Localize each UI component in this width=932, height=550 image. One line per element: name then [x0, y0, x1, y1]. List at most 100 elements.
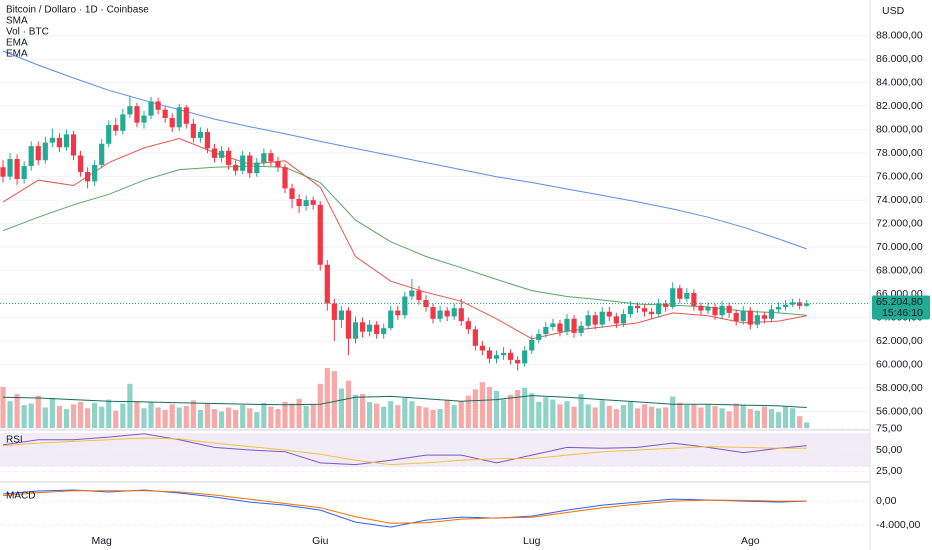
candle-body [92, 164, 98, 182]
volume-bar [28, 403, 34, 428]
volume-bar [698, 407, 704, 428]
volume-bar [120, 403, 126, 428]
volume-bar [352, 394, 359, 428]
volume-bar [437, 409, 443, 428]
candle-body [282, 167, 288, 189]
candle-body [522, 350, 528, 364]
y-tick-label: 74.000,00 [876, 194, 923, 206]
volume-bar [522, 387, 528, 428]
candle-body [726, 305, 732, 313]
candle-body [606, 311, 612, 317]
volume-bar [444, 399, 450, 428]
indicator-line [2, 490, 807, 524]
x-tick-label: Ago [741, 535, 760, 547]
candle-body [599, 311, 605, 325]
candle-body [381, 328, 387, 335]
candle-body [698, 305, 704, 311]
candle-body [430, 307, 436, 319]
candle-body [247, 155, 253, 174]
legend-entry: Vol · BTC [6, 27, 49, 38]
volume-ma-line [2, 395, 807, 408]
candle-body [113, 124, 119, 131]
candle-body [656, 303, 662, 315]
volume-bar [677, 402, 683, 428]
y-tick-label: 75,00 [876, 422, 902, 434]
candle-body [56, 137, 62, 148]
candle-body [49, 137, 55, 143]
candle-body [106, 124, 112, 144]
legend-entry: EMA [6, 49, 28, 60]
volume-bar [374, 403, 380, 428]
volume-bar [613, 409, 619, 428]
volume-bar [564, 401, 570, 428]
volume-bar [35, 395, 41, 428]
volume-bar [733, 403, 739, 428]
candle-body [670, 288, 676, 308]
volume-bar [317, 383, 323, 428]
last-price-box [872, 295, 930, 320]
candle-body [557, 323, 563, 332]
candle-body [35, 146, 41, 161]
y-tick-label: 50,00 [876, 444, 902, 456]
indicator-line [2, 165, 807, 316]
volume-bar [247, 408, 253, 428]
volume-bar [261, 402, 267, 428]
volume-bar [465, 395, 471, 428]
volume-bar [134, 401, 140, 428]
volume-bar [656, 408, 662, 428]
candle-body [472, 329, 478, 346]
candle-body [500, 352, 507, 356]
volume-bar [99, 406, 105, 428]
volume-bar [113, 410, 119, 428]
currency-label[interactable]: USD [882, 5, 905, 17]
volume-bar [226, 407, 232, 428]
volume-bar [92, 402, 98, 428]
candle-body [14, 159, 20, 180]
volume-bar [599, 400, 605, 428]
candle-body [585, 315, 591, 326]
candle-body [85, 171, 91, 182]
volume-bar [479, 382, 485, 428]
volume-bar [641, 404, 648, 428]
plot-layer [0, 35, 870, 528]
volume-bar [712, 405, 718, 428]
volume-bar [409, 401, 415, 428]
candle-body [0, 167, 6, 177]
volume-bar [367, 401, 373, 428]
candle-body [712, 307, 718, 316]
volume-bar [472, 389, 478, 428]
volume-bar [606, 405, 612, 428]
candle-body [310, 200, 316, 205]
y-tick-label: -4.000,00 [876, 519, 921, 531]
currency-box[interactable] [875, 3, 915, 19]
indicator-line [2, 137, 807, 340]
volume-bar [21, 405, 27, 428]
candle-body [148, 101, 154, 116]
volume-bar [331, 371, 337, 428]
volume-bar [395, 405, 401, 428]
volume-bar [740, 405, 746, 428]
candle-body [627, 305, 634, 315]
y-tick-label: 62.000,00 [876, 335, 923, 347]
candle-body [176, 107, 182, 128]
volume-bar [183, 405, 189, 428]
volume-bar [233, 409, 239, 428]
volume-bar [345, 380, 352, 428]
candle-body [754, 315, 760, 325]
candle-body [761, 315, 767, 319]
candle-body [508, 352, 514, 360]
candle-body [536, 334, 542, 340]
candle-body [402, 296, 408, 316]
candle-body [338, 310, 344, 320]
candle-body [493, 355, 500, 359]
y-tick-label: 80.000,00 [876, 123, 923, 135]
candle-body [529, 339, 535, 351]
volume-bar [169, 404, 175, 428]
volume-bar [670, 396, 676, 428]
volume-bar [14, 394, 20, 428]
candle-body [218, 150, 225, 158]
volume-bar [282, 401, 288, 428]
candle-body [747, 310, 753, 325]
candle-body [211, 148, 218, 158]
candle-body [684, 292, 690, 299]
